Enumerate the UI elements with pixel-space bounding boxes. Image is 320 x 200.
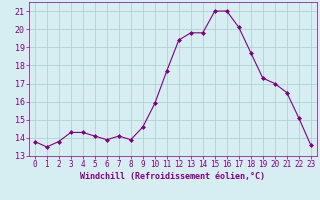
X-axis label: Windchill (Refroidissement éolien,°C): Windchill (Refroidissement éolien,°C) [80, 172, 265, 181]
